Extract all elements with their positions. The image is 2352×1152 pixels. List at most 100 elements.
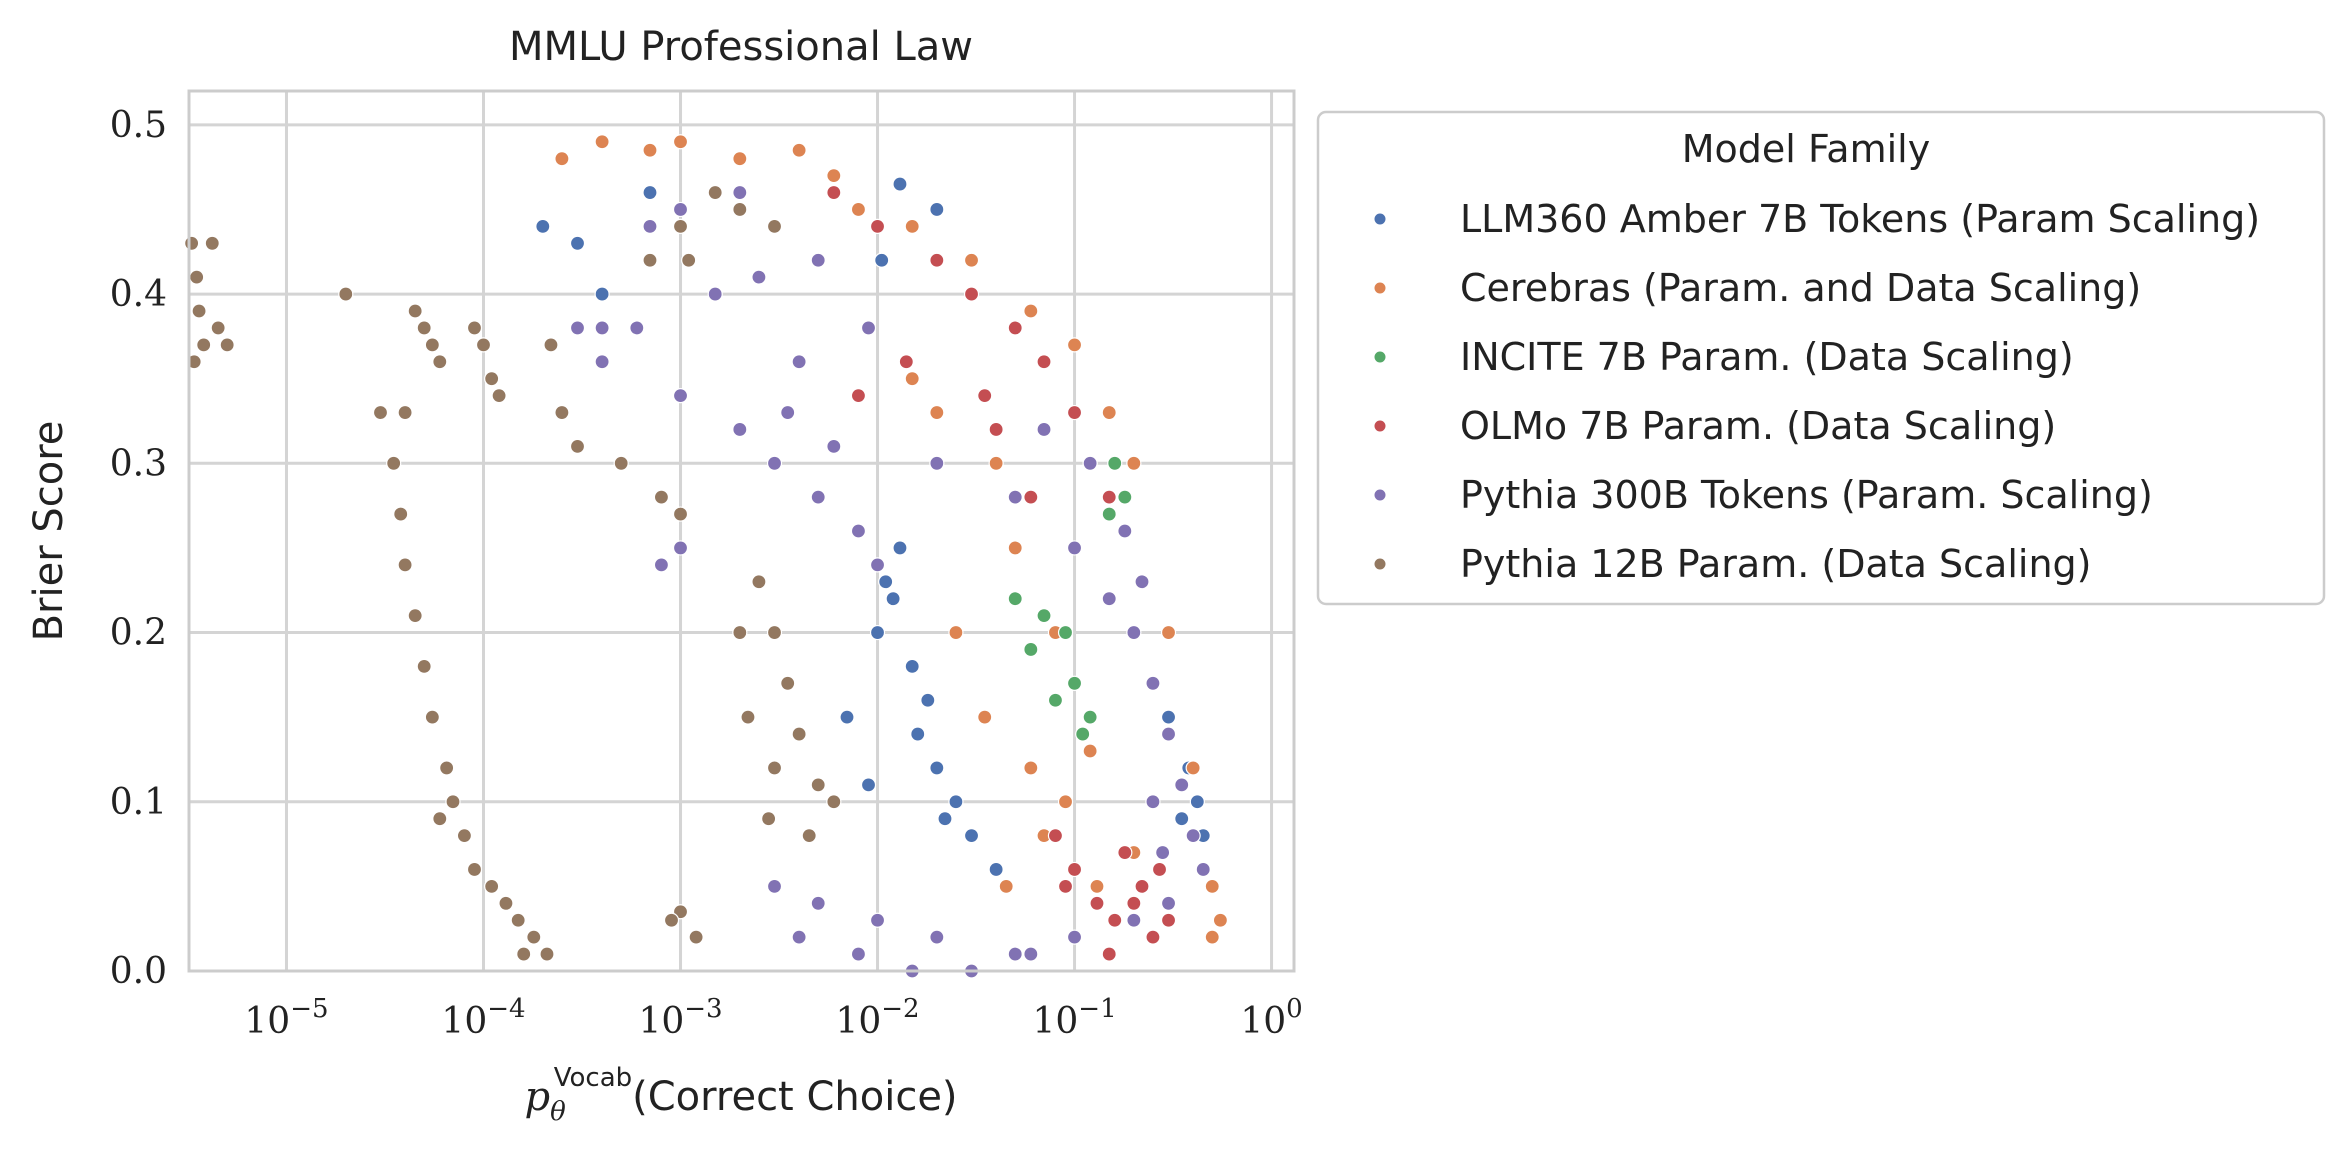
- point-s1-25: [1204, 878, 1220, 894]
- point-s5-16: [491, 388, 507, 404]
- point-s5-37: [569, 438, 586, 454]
- point-s4-38: [1023, 946, 1039, 962]
- y-tick-label-3: 0.3: [110, 443, 167, 484]
- y-axis-ticks: 0.0 0.1 0.2 0.3 0.4 0.5: [110, 105, 167, 992]
- point-s2-7: [1101, 506, 1117, 522]
- legend-marker-1: [1373, 281, 1387, 295]
- point-s3-20: [1117, 844, 1133, 861]
- point-s1-2: [642, 142, 658, 158]
- point-s2-10: [1023, 641, 1039, 658]
- point-s5-30: [510, 912, 526, 928]
- point-s4-30: [929, 929, 945, 945]
- point-s2-4: [1066, 675, 1083, 691]
- plot-frame: [187, 89, 1296, 973]
- point-s5-40: [672, 506, 689, 522]
- point-s3-3: [963, 286, 980, 302]
- point-s5-6: [186, 354, 202, 370]
- point-s5-29: [498, 895, 514, 911]
- point-s3-19: [1057, 878, 1074, 894]
- point-s2-3: [1047, 692, 1064, 708]
- point-s0-5: [892, 176, 908, 192]
- point-s4-6: [569, 320, 586, 336]
- point-s4-51: [594, 320, 610, 336]
- point-s5-24: [439, 760, 455, 776]
- point-s1-0: [554, 151, 570, 167]
- point-s5-45: [766, 218, 783, 234]
- x-axis-label-subscript: θ: [550, 1097, 566, 1127]
- x-axis-ticks: 10−5 10−4 10−3 10−2 10−1 100: [244, 994, 1302, 1042]
- legend-item-3: OLMo 7B Param. (Data Scaling): [1373, 404, 2056, 448]
- point-s0-19: [860, 777, 877, 793]
- point-s5-27: [466, 861, 483, 878]
- point-s4-13: [672, 540, 689, 556]
- point-s5-33: [516, 946, 532, 962]
- point-s5-34: [397, 404, 413, 421]
- point-s4-21: [1145, 675, 1161, 691]
- point-s5-0: [184, 235, 200, 251]
- point-s4-47: [826, 438, 842, 454]
- point-s3-9: [988, 421, 1004, 438]
- x-tick-label-4: 10−1: [1032, 994, 1116, 1042]
- point-s3-24: [898, 354, 914, 370]
- point-s1-9: [963, 252, 980, 268]
- point-s5-52: [766, 760, 783, 776]
- point-s2-0: [1007, 591, 1023, 607]
- point-s0-9: [869, 624, 886, 641]
- point-s1-11: [1066, 337, 1083, 353]
- point-s3-11: [977, 388, 993, 404]
- data-points: [184, 134, 1229, 979]
- point-s5-53: [740, 709, 756, 725]
- point-s4-42: [1036, 421, 1052, 438]
- point-s3-6: [1066, 404, 1083, 421]
- point-s1-26: [1212, 912, 1229, 928]
- point-s5-13: [475, 337, 492, 353]
- point-s5-60: [543, 337, 559, 353]
- point-s4-19: [1101, 591, 1117, 607]
- point-s5-25: [445, 794, 461, 810]
- legend-marker-2: [1373, 350, 1387, 364]
- point-s5-15: [466, 320, 483, 336]
- point-s3-17: [1160, 912, 1177, 928]
- point-s5-22: [416, 658, 432, 674]
- point-s0-3: [594, 286, 610, 302]
- point-s4-8: [672, 388, 689, 404]
- legend-item-1: Cerebras (Param. and Data Scaling): [1373, 266, 2141, 310]
- point-s5-36: [554, 404, 570, 421]
- point-s1-23: [1160, 624, 1177, 641]
- point-s5-7: [219, 337, 235, 353]
- point-s3-5: [1036, 354, 1052, 370]
- point-s5-9: [416, 320, 432, 336]
- point-s4-9: [732, 421, 748, 438]
- point-s1-1: [594, 134, 610, 150]
- point-s4-16: [929, 455, 945, 471]
- point-s0-6: [929, 201, 945, 218]
- point-s5-56: [826, 794, 842, 810]
- point-s5-14: [484, 371, 500, 387]
- point-s0-11: [929, 760, 945, 776]
- point-s4-31: [869, 912, 886, 928]
- point-s5-8: [338, 286, 354, 302]
- point-s0-21: [1189, 794, 1205, 810]
- point-s5-2: [191, 303, 207, 319]
- point-s5-38: [613, 455, 629, 471]
- x-tick-label-0: 10−5: [244, 994, 328, 1042]
- point-s5-20: [397, 557, 413, 573]
- point-s4-24: [1185, 828, 1201, 844]
- point-s5-5: [210, 320, 226, 336]
- point-s1-32: [904, 371, 920, 387]
- point-s0-25: [988, 861, 1004, 878]
- point-s1-18: [1082, 743, 1098, 759]
- legend-title: Model Family: [1682, 127, 1930, 171]
- point-s5-41: [642, 252, 658, 268]
- point-s2-1: [1036, 608, 1052, 624]
- point-s3-14: [1107, 912, 1123, 928]
- point-s4-28: [1066, 929, 1083, 945]
- point-s4-44: [791, 354, 807, 370]
- point-s5-50: [810, 777, 826, 793]
- point-s5-44: [732, 201, 748, 218]
- point-s1-27: [1204, 929, 1220, 945]
- legend: Model Family LLM360 Amber 7B Tokens (Par…: [1316, 110, 2326, 606]
- legend-box: [1316, 110, 2326, 606]
- point-s0-16: [878, 574, 894, 590]
